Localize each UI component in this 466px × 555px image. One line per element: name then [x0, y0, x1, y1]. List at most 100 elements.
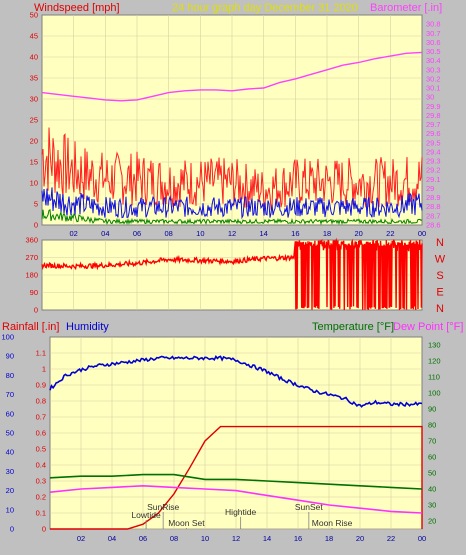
- wind-y-tick: 5: [34, 200, 38, 209]
- wind-x-tick: 08: [164, 229, 172, 238]
- wind-y-tick: 30: [30, 95, 38, 104]
- wind-axis-title: Windspeed [mph]: [34, 2, 120, 14]
- barometer-line: [41, 51, 423, 102]
- wind-avg-line: [41, 187, 423, 220]
- wind-y-tick: 0: [34, 221, 38, 230]
- temp-x-tick: 00: [418, 534, 426, 543]
- baro-y-tick: 30.1: [426, 84, 441, 93]
- annotation-label: Lowtide: [131, 510, 161, 520]
- direction-y-tick: 180: [25, 271, 38, 280]
- temp-y-tick: 110: [428, 373, 440, 382]
- baro-y-ticks: 28.628.728.828.92929.129.229.329.429.529…: [426, 20, 441, 230]
- temp-x-tick: 14: [263, 534, 271, 543]
- dewpoint-line: [49, 484, 423, 514]
- wind-y-ticks: 0 5 10 15 20 25 30 35 40 45 50: [30, 11, 38, 230]
- wind-x-ticks: 02 04 06 08 10 12 14 16 18 20 22 00: [69, 229, 426, 238]
- temp-y-tick: 50: [428, 469, 436, 478]
- wind-y-tick: 35: [30, 74, 38, 83]
- temp-x-tick: 20: [356, 534, 364, 543]
- baro-y-tick: 28.6: [426, 221, 441, 230]
- temp-x-tick: 18: [325, 534, 333, 543]
- humidity-y-tick: 70: [6, 390, 14, 399]
- baro-y-tick: 30.8: [426, 20, 441, 29]
- wind-x-tick: 02: [69, 229, 77, 238]
- wind-x-tick: 20: [354, 229, 362, 238]
- annotation-label: Moon Set: [168, 518, 205, 528]
- temp-x-tick: 22: [387, 534, 395, 543]
- temp-x-tick: 12: [232, 534, 240, 543]
- annotation-label: Hightide: [225, 507, 256, 517]
- baro-y-tick: 30.7: [426, 29, 441, 38]
- baro-y-tick: 30.6: [426, 38, 441, 47]
- humidity-y-tick: 60: [6, 409, 14, 418]
- direction-y-tick: 0: [34, 306, 38, 315]
- rain-y-tick: 0.2: [36, 493, 46, 502]
- temp-x-tick: 16: [294, 534, 302, 543]
- wind-x-tick: 16: [291, 229, 299, 238]
- baro-y-tick: 28.7: [426, 211, 441, 220]
- rain-y-tick: 0.6: [36, 429, 46, 438]
- baro-y-tick: 30.5: [426, 47, 441, 56]
- humidity-y-tick: 10: [6, 505, 14, 514]
- temperature-line: [49, 473, 423, 490]
- baro-y-tick: 29.3: [426, 157, 441, 166]
- rain-y-tick: 0.3: [36, 477, 46, 486]
- temp-axis-title: Temperature [°F]: [312, 321, 394, 333]
- rain-y-tick: 0.4: [36, 461, 46, 470]
- temp-x-tick: 06: [139, 534, 147, 543]
- humidity-y-ticks: 0 10 20 30 40 50 60 70 80 90 100: [1, 333, 14, 534]
- humidity-y-tick: 40: [6, 448, 14, 457]
- temp-y-tick: 20: [428, 517, 436, 526]
- temp-x-tick: 04: [108, 534, 116, 543]
- baro-y-tick: 29.2: [426, 166, 441, 175]
- wind-y-tick: 45: [30, 32, 38, 41]
- rain-y-tick: 1: [42, 365, 46, 374]
- rain-y-tick: 0.8: [36, 397, 46, 406]
- annotation-label: Moon Rise: [312, 518, 353, 528]
- humidity-axis-title: Humidity: [66, 321, 109, 333]
- baro-y-tick: 29.8: [426, 111, 441, 120]
- date-title: 24 hour graph day December 31 2020: [172, 2, 358, 14]
- temp-y-tick: 80: [428, 421, 436, 430]
- wind-x-tick: 10: [196, 229, 204, 238]
- temp-y-tick: 30: [428, 501, 436, 510]
- rain-y-ticks: 0 0.1 0.2 0.3 0.4 0.5 0.6 0.7 0.8 0.9 1 1.1: [36, 349, 46, 534]
- annotation-label: SunRise: [147, 502, 179, 512]
- wind-x-tick: 18: [323, 229, 331, 238]
- rain-y-tick: 0.7: [36, 413, 46, 422]
- baro-y-tick: 29.9: [426, 102, 441, 111]
- temp-y-tick: 90: [428, 405, 436, 414]
- wind-x-tick: 04: [101, 229, 109, 238]
- wind-x-tick: 06: [133, 229, 141, 238]
- wind-y-tick: 40: [30, 53, 38, 62]
- direction-y-tick: 360: [25, 236, 38, 245]
- humidity-y-tick: 100: [1, 333, 14, 342]
- humidity-y-tick: 20: [6, 486, 14, 495]
- rain-y-tick: 0.1: [36, 509, 46, 518]
- baro-y-tick: 28.8: [426, 202, 441, 211]
- wind-low-line: [41, 208, 423, 226]
- baro-y-tick: 29.1: [426, 175, 441, 184]
- wind-gust-line: [41, 127, 423, 210]
- baro-y-tick: 30: [426, 93, 434, 102]
- baro-y-tick: 29.5: [426, 138, 441, 147]
- direction-series: [41, 237, 423, 311]
- wind-y-tick: 20: [30, 137, 38, 146]
- rain-y-tick: 0.9: [36, 381, 46, 390]
- rain-axis-title: Rainfall [.in]: [2, 321, 59, 333]
- direction-y-tick: 270: [25, 253, 38, 262]
- humidity-y-tick: 30: [6, 467, 14, 476]
- baro-y-tick: 29.7: [426, 120, 441, 129]
- wind-x-tick: 22: [386, 229, 394, 238]
- annotation-label: SunSet: [295, 502, 324, 512]
- wind-y-tick: 25: [30, 116, 38, 125]
- compass-label: N: [436, 237, 444, 249]
- temp-y-tick: 120: [428, 357, 441, 366]
- direction-y-ticks: 0 90 180 270 360: [25, 236, 38, 315]
- temp-y-tick: 100: [428, 389, 441, 398]
- baro-y-tick: 29.4: [426, 147, 441, 156]
- humidity-y-tick: 90: [6, 352, 14, 361]
